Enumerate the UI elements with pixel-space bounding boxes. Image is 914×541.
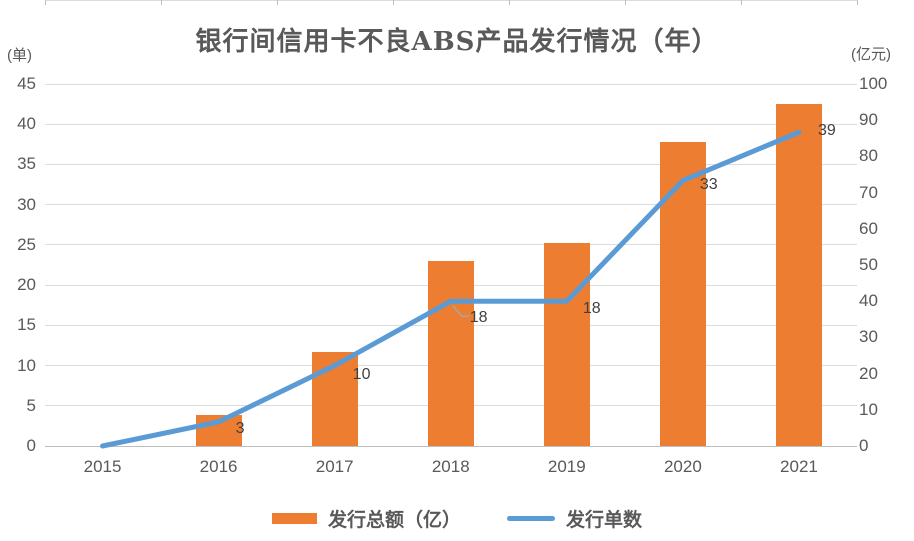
right-axis-tick-label: 0 (859, 436, 869, 455)
left-axis-tick-label: 25 (17, 234, 36, 254)
legend: 发行总额（亿） 发行单数 (0, 505, 914, 532)
line-data-label: 10 (352, 365, 371, 383)
right-axis-tick-label: 30 (859, 327, 878, 347)
top-axis-tick (392, 0, 394, 5)
legend-label: 发行单数 (566, 509, 643, 531)
gridline (44, 163, 857, 165)
chart-title: 银行间信用卡不良ABS产品发行情况（年） (195, 27, 719, 57)
left-axis-tick-label: 0 (26, 436, 36, 455)
top-axis-line (44, 0, 857, 1)
gridline (44, 204, 857, 206)
legend-label: 发行总额（亿） (327, 509, 461, 531)
left-axis-tick-label: 10 (17, 355, 36, 375)
top-axis-tick (740, 0, 742, 5)
x-axis-label: 2017 (315, 457, 354, 476)
x-axis-label: 2021 (780, 457, 818, 476)
right-axis-tick-label: 50 (859, 255, 878, 274)
left-axis-tick-label: 15 (17, 315, 36, 335)
left-axis-tick-label: 20 (17, 275, 36, 295)
left-axis-tick-label: 40 (17, 114, 36, 134)
legend-item-issuance-count: 发行单数 (507, 505, 642, 532)
line-data-label: 33 (699, 175, 718, 193)
right-axis-unit-label: (亿元) (851, 46, 891, 63)
bar-series-swatch-icon (271, 513, 317, 524)
gridline (44, 123, 857, 125)
bar (543, 243, 590, 446)
x-axis-label: 2019 (547, 457, 586, 476)
left-axis-tick-label: 45 (17, 74, 36, 93)
top-axis-tick (857, 0, 858, 5)
right-axis-tick-label: 100 (859, 74, 888, 93)
top-axis-tick (624, 0, 626, 5)
line-data-label: 18 (469, 309, 488, 327)
gridline (44, 83, 857, 85)
right-axis-tick-label: 80 (859, 146, 878, 166)
legend-item-issuance-amount: 发行总额（亿） (271, 505, 461, 532)
left-axis-tick-label: 30 (17, 194, 36, 214)
line-series-swatch-icon (507, 516, 555, 521)
right-axis-tick-label: 40 (859, 291, 878, 311)
right-axis-tick-label: 20 (859, 363, 878, 383)
bar (311, 351, 358, 446)
gridline (44, 244, 857, 246)
right-axis-tick-label: 90 (859, 110, 878, 130)
left-axis-unit-label: (单) (7, 47, 32, 64)
x-axis-label: 2020 (663, 457, 702, 476)
top-axis-tick (44, 0, 46, 5)
left-axis-tick-label: 35 (17, 154, 36, 174)
right-axis-tick-label: 70 (859, 182, 878, 202)
bar (775, 103, 822, 446)
line-data-label: 39 (817, 122, 836, 140)
x-axis-label: 2015 (83, 457, 122, 476)
line-data-label: 3 (235, 419, 245, 437)
x-axis-label: 2016 (199, 457, 238, 476)
top-axis-tick (508, 0, 510, 5)
top-axis-tick (160, 0, 162, 5)
x-axis-label: 2018 (431, 457, 470, 476)
top-axis-tick (276, 0, 278, 5)
line-data-label: 18 (582, 300, 601, 318)
right-axis-tick-label: 60 (859, 218, 878, 238)
bar (427, 261, 474, 446)
right-axis-tick-label: 10 (859, 399, 878, 419)
left-axis-tick-label: 5 (26, 395, 36, 415)
